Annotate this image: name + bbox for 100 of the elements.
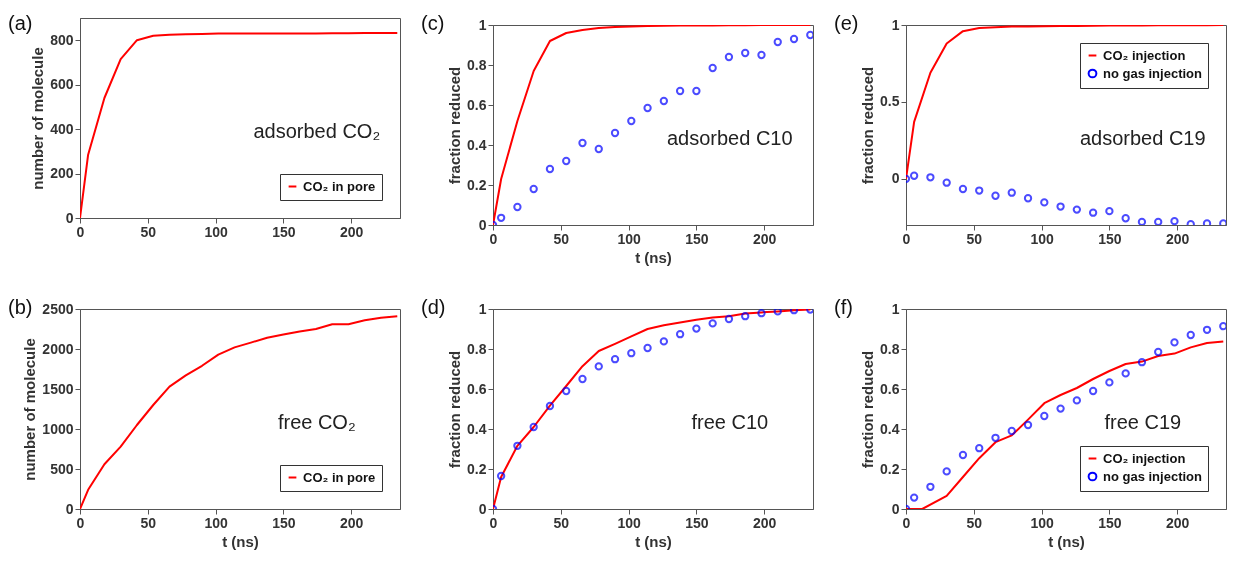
y-tick-label: 0.4 [880,420,900,437]
x-tick-label: 150 [1098,514,1122,531]
point [741,48,750,58]
x-tick-label: 200 [1166,230,1190,247]
x-tick-label: 150 [685,230,709,247]
point [1202,325,1212,334]
x-axis-title: t (ns) [635,532,672,550]
point [1088,386,1098,396]
x-tick-label: 0 [76,223,85,240]
x-tick-label: 0 [489,514,498,531]
y-tick-label: 0.4 [467,136,487,153]
x-tick-label: 150 [685,514,709,531]
point [708,319,717,328]
point [675,330,685,339]
y-tick-label: 0.8 [880,340,900,357]
x-tick-label: 100 [204,223,228,240]
y-tick-label: 0.5 [880,93,900,110]
point [692,324,701,333]
x-tick-label: 100 [204,514,228,531]
point [659,337,669,346]
legend-label: no gas injection [1103,468,1203,484]
point [1040,411,1049,421]
point [1105,378,1114,387]
chart-title: (f) [834,296,853,318]
x-axis-title: t (ns) [222,532,259,550]
point [513,441,522,450]
x-tick-label: 0 [489,230,498,247]
y-tick-label: 1 [478,16,487,33]
y-tick-label: 1500 [42,380,74,397]
x-tick-label: 200 [753,230,777,247]
x-tick-label: 150 [272,514,296,531]
y-tick-label: 0.2 [467,176,487,193]
point [708,63,717,73]
point [1121,214,1130,223]
point [1040,198,1049,207]
y-tick-label: 200 [50,165,74,182]
line-series [906,25,1225,180]
x-tick-label: 50 [140,514,157,531]
point [594,362,603,371]
point [773,309,782,316]
y-tick-label: 2000 [42,340,74,357]
point [757,50,766,60]
point [926,482,935,491]
y-axis-title: number of molecule [21,338,39,481]
y-tick-label: 0.2 [467,460,487,477]
line-series [80,315,399,509]
point [741,312,750,321]
x-tick-label: 100 [1030,230,1054,247]
point [909,171,919,180]
y-tick-label: 500 [50,460,74,477]
point [958,184,968,194]
y-tick-label: 0 [65,209,74,226]
point [757,309,766,318]
y-tick-label: 2500 [42,300,74,317]
point [1219,322,1226,331]
point [1023,194,1033,203]
point [578,138,587,148]
point [675,86,685,96]
y-tick-label: 0.2 [880,460,900,477]
x-tick-label: 50 [553,230,570,247]
x-tick-label: 100 [617,514,641,531]
point [545,401,555,411]
y-tick-label: 0 [65,500,74,517]
x-tick-label: 100 [1030,514,1054,531]
x-tick-label: 50 [553,514,570,531]
chart-title: (a) [8,12,33,34]
legend-label: CO₂ injection [1103,450,1186,466]
point [942,178,951,187]
x-tick-label: 50 [140,223,157,240]
legend-label: CO₂ in pore [303,469,376,485]
point [594,144,603,154]
point [958,450,968,460]
x-tick-label: 0 [902,514,911,531]
point [1088,208,1098,217]
point [1056,404,1065,413]
chart-title: (b) [8,296,33,318]
point [578,374,587,384]
point [659,96,669,106]
y-tick-label: 400 [50,120,74,137]
x-tick-label: 50 [966,230,983,247]
point [562,386,571,396]
x-tick-label: 150 [1098,230,1122,247]
point [610,128,620,138]
y-tick-label: 1 [478,300,487,317]
y-tick-label: 0 [891,170,900,187]
point [1056,202,1065,211]
point [1137,217,1147,225]
y-axis-title: number of molecule [29,47,47,190]
point [1023,420,1033,430]
x-tick-label: 200 [340,514,364,531]
x-axis-title: t (ns) [635,248,672,266]
point [926,173,935,182]
point [562,156,571,166]
point [773,37,782,47]
point [1072,205,1082,214]
point [1137,358,1147,367]
x-tick-label: 200 [1166,514,1190,531]
point [513,202,522,212]
point [1170,217,1179,225]
y-tick-label: 600 [50,76,74,93]
